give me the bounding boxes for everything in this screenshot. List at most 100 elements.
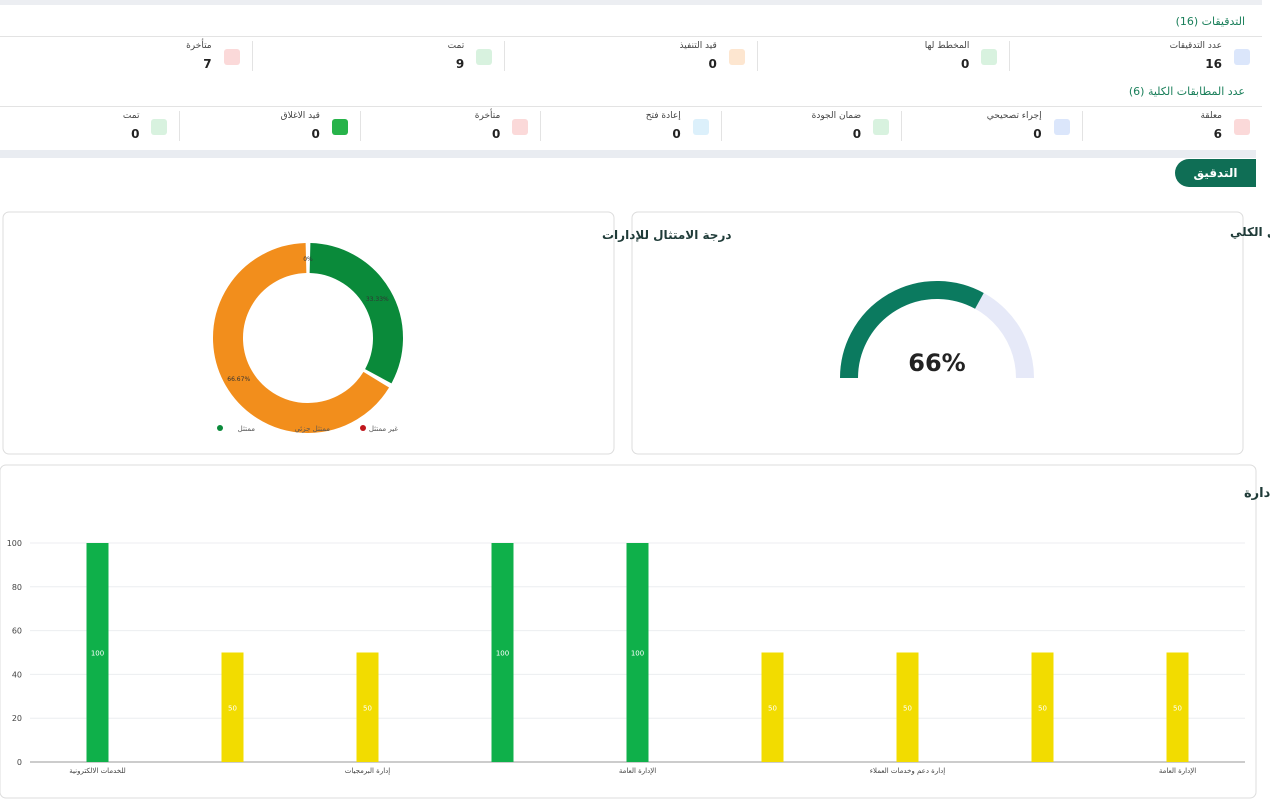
legend-dot <box>292 425 298 431</box>
stat-label: متأخرة <box>474 111 501 121</box>
stat-label: إجراء تصحيحي <box>986 111 1042 121</box>
stat-icon <box>1234 49 1250 65</box>
stat-card: ضمان الجودة 0 <box>720 111 901 141</box>
stat-value: 0 <box>672 127 681 141</box>
legend-dot <box>360 425 366 431</box>
stat-icon <box>151 119 168 135</box>
bar-label: 50 <box>903 704 912 712</box>
stat-icon <box>476 49 493 65</box>
stat-icon <box>981 49 998 65</box>
bar-label: 50 <box>1038 704 1047 712</box>
stat-icon <box>1234 119 1250 135</box>
stat-value: 0 <box>852 127 862 141</box>
stat-card: قيد الاغلاق 0 <box>179 111 359 141</box>
slice-label: 66.67% <box>227 376 250 383</box>
stat-label: ضمان الجودة <box>811 111 862 121</box>
stat-card: إجراء تصحيحي 0 <box>901 111 1081 141</box>
y-tick-label: 0 <box>17 758 22 767</box>
bar-label: 50 <box>768 704 777 712</box>
bar <box>896 652 919 762</box>
legend-label: ممتثل جزئي <box>294 425 330 433</box>
card <box>0 464 1257 799</box>
bar <box>356 652 379 762</box>
stat-value: 16 <box>1205 57 1222 71</box>
stat-label: قيد الاغلاق <box>280 111 320 121</box>
stat-label: تمت <box>122 111 140 121</box>
y-tick-label: 60 <box>12 627 22 636</box>
gauge-label: 66% <box>908 349 965 377</box>
stat-card: عدد التدقيقات 16 <box>1009 41 1262 71</box>
stat-value: 9 <box>455 57 465 71</box>
nc-title: عدد المطابقات الكلية (6) <box>1128 85 1245 98</box>
y-tick-label: 80 <box>12 583 22 592</box>
stat-icon <box>1053 119 1070 135</box>
slice-label: 0% <box>303 256 313 263</box>
tab[interactable]: التدقيق <box>1175 159 1256 187</box>
x-tick-label: إدارة البرمجيات <box>345 767 390 775</box>
x-tick-label: الإدارة العامة <box>619 767 656 775</box>
chart-title: درجة الامتثال للإدارات <box>602 228 732 242</box>
stat-icon <box>728 49 745 65</box>
bar <box>761 652 784 762</box>
stat-value: 0 <box>491 127 501 141</box>
stat-value: 0 <box>311 127 320 141</box>
y-tick-label: 40 <box>12 670 22 679</box>
bar <box>626 543 649 762</box>
card <box>2 211 615 455</box>
x-tick-label: الإدارة العامة <box>1159 767 1196 775</box>
audits-row: عدد التدقيقات 16 المخطط لها 0 قيد التنفيذ 0 تم… <box>0 36 1262 75</box>
stat-label: قيد التنفيذ <box>679 41 717 51</box>
legend-dot <box>217 425 223 431</box>
y-tick-label: 20 <box>12 714 22 723</box>
stat-icon <box>512 119 529 135</box>
bar <box>491 543 514 762</box>
stat-label: المخطط لها <box>924 41 970 51</box>
pie-slice <box>309 243 403 384</box>
stat-label: تمت <box>447 41 465 51</box>
nc-row: معلقة 6 إجراء تصحيحي 0 ضمان الجودة 0 إعادة فتح… <box>0 106 1262 149</box>
stat-label: إعادة فتح <box>645 111 681 121</box>
stat-card: إعادة فتح 0 <box>540 111 720 141</box>
stat-icon <box>873 119 890 135</box>
band <box>0 150 1256 158</box>
stat-card: قيد التنفيذ 0 <box>504 41 757 71</box>
gauge-value <box>840 281 984 379</box>
x-tick-label: إدارة دعم وخدمات العملاء <box>870 767 946 775</box>
y-tick-label: 100 <box>7 539 22 548</box>
stat-value: 0 <box>961 57 970 71</box>
stat-value: 7 <box>203 57 212 71</box>
stat-icon <box>223 49 240 65</box>
stat-card: المخطط لها 0 <box>756 41 1010 71</box>
bar <box>1166 652 1189 762</box>
stat-card: معلقة 6 <box>1081 111 1262 141</box>
x-tick-label: للخدمات الالكترونية <box>69 767 125 775</box>
bar-label: 100 <box>631 650 644 658</box>
stat-card: متأخرة 7 <box>0 41 252 71</box>
bar-label: 50 <box>1173 704 1182 712</box>
stat-icon <box>331 119 348 135</box>
stat-value: 6 <box>1213 127 1222 141</box>
stat-label: معلقة <box>1200 111 1222 121</box>
slice-label: 33.33% <box>366 296 389 303</box>
stat-card: تمت 0 <box>0 111 179 141</box>
bar <box>86 543 109 762</box>
top-band <box>0 0 1262 5</box>
gauge-track <box>840 281 1034 379</box>
bar <box>1031 652 1054 762</box>
bar-label: 100 <box>496 650 509 658</box>
stat-card: تمت 9 <box>251 41 505 71</box>
bar-label: 100 <box>91 650 104 658</box>
legend-label: غير ممتثل <box>369 425 399 433</box>
bar <box>221 652 244 762</box>
chart-title: نسبة الامتثال لكل ادارة <box>1244 486 1270 501</box>
audits-title: التدقيقات (16) <box>1175 15 1245 28</box>
bar-label: 50 <box>363 704 372 712</box>
stat-value: 0 <box>131 127 140 141</box>
legend-label: ممتثل <box>238 425 256 433</box>
card <box>631 211 1244 455</box>
pie-slice <box>213 243 390 433</box>
stat-value: 0 <box>708 57 717 71</box>
stat-card: متأخرة 0 <box>359 111 540 141</box>
stat-value: 0 <box>1033 127 1042 141</box>
